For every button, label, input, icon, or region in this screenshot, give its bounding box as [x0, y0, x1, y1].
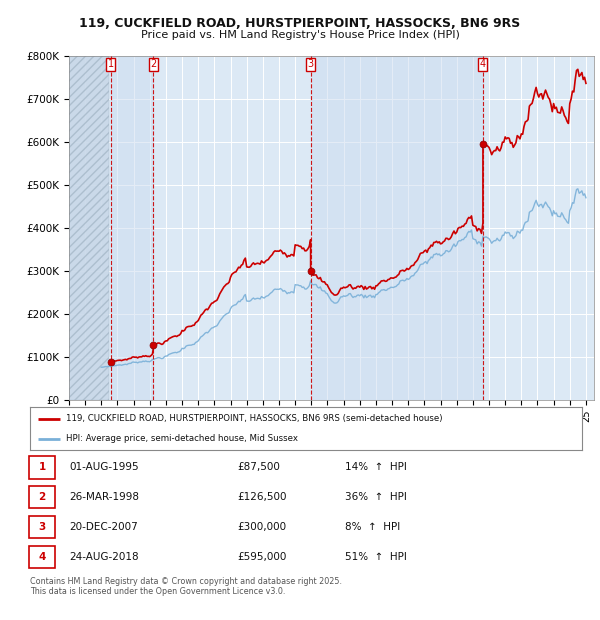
Text: 20-DEC-2007: 20-DEC-2007 [69, 522, 138, 532]
Text: HPI: Average price, semi-detached house, Mid Sussex: HPI: Average price, semi-detached house,… [66, 435, 298, 443]
Text: 119, CUCKFIELD ROAD, HURSTPIERPOINT, HASSOCKS, BN6 9RS: 119, CUCKFIELD ROAD, HURSTPIERPOINT, HAS… [79, 17, 521, 30]
Text: 8%  ↑  HPI: 8% ↑ HPI [345, 522, 400, 532]
Text: 51%  ↑  HPI: 51% ↑ HPI [345, 552, 407, 562]
Bar [311, 56, 483, 400]
Text: 1: 1 [38, 463, 46, 472]
Text: Price paid vs. HM Land Registry's House Price Index (HPI): Price paid vs. HM Land Registry's House … [140, 30, 460, 40]
Text: 2: 2 [38, 492, 46, 502]
Text: £87,500: £87,500 [237, 463, 280, 472]
Text: 3: 3 [308, 60, 314, 69]
Text: 36%  ↑  HPI: 36% ↑ HPI [345, 492, 407, 502]
Text: 26-MAR-1998: 26-MAR-1998 [69, 492, 139, 502]
Text: £126,500: £126,500 [237, 492, 287, 502]
Text: 14%  ↑  HPI: 14% ↑ HPI [345, 463, 407, 472]
Bar [111, 56, 153, 400]
Text: 4: 4 [480, 60, 486, 69]
Text: £300,000: £300,000 [237, 522, 286, 532]
Text: 2: 2 [150, 60, 156, 69]
Text: 3: 3 [38, 522, 46, 532]
Text: £595,000: £595,000 [237, 552, 286, 562]
Text: Contains HM Land Registry data © Crown copyright and database right 2025.
This d: Contains HM Land Registry data © Crown c… [30, 577, 342, 596]
Text: 4: 4 [38, 552, 46, 562]
Text: 119, CUCKFIELD ROAD, HURSTPIERPOINT, HASSOCKS, BN6 9RS (semi-detached house): 119, CUCKFIELD ROAD, HURSTPIERPOINT, HAS… [66, 414, 442, 423]
Text: 1: 1 [107, 60, 114, 69]
Text: 01-AUG-1995: 01-AUG-1995 [69, 463, 139, 472]
Text: 24-AUG-2018: 24-AUG-2018 [69, 552, 139, 562]
